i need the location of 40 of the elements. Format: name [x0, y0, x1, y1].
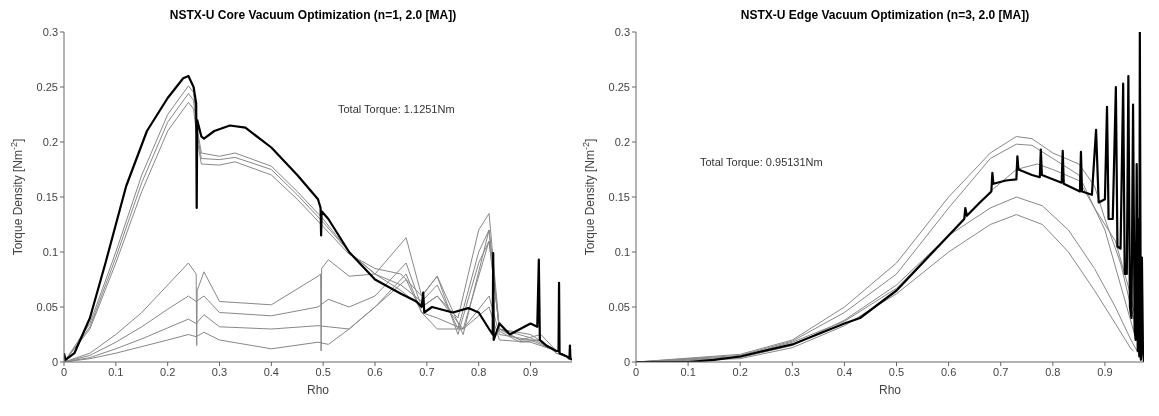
y-tick-label: 0	[623, 355, 630, 368]
x-tick-label: 0.3	[784, 365, 800, 378]
x-tick-label: 0.2	[732, 365, 748, 378]
y-tick-label: 0.3	[614, 25, 630, 38]
x-tick-label: 0.1	[680, 365, 696, 378]
x-tick-label: 0.7	[419, 365, 435, 378]
y-tick-label: 0.1	[42, 245, 58, 258]
x-tick-label: 0.2	[160, 365, 176, 378]
x-tick-label: 0.8	[471, 365, 487, 378]
x-tick-label: 0.4	[263, 365, 279, 378]
annotation: Total Torque: 1.1251Nm	[338, 103, 455, 115]
y-tick-label: 0	[51, 355, 58, 368]
y-tick-label: 0.2	[614, 135, 630, 148]
x-tick-label: 0.8	[1045, 365, 1061, 378]
x-tick-label: 0.3	[211, 365, 228, 378]
y-tick-label: 0.05	[36, 300, 58, 313]
x-tick-label: 0.7	[993, 365, 1009, 378]
y-tick-label: 0.25	[36, 80, 58, 93]
x-tick-label: 0.9	[522, 365, 539, 378]
y-tick-label: 0.15	[608, 190, 630, 203]
y-tick-label: 0.2	[42, 135, 58, 148]
y-tick-label: 0.05	[608, 300, 630, 313]
annotation: Total Torque: 0.95131Nm	[700, 156, 823, 168]
x-tick-label: 0.1	[108, 365, 124, 378]
x-tick-label: 0.6	[940, 365, 957, 378]
x-axis-title: Rho	[878, 383, 902, 397]
y-tick-label: 0.25	[608, 80, 630, 93]
x-tick-label: 0.4	[836, 365, 853, 378]
y-tick-label: 0.3	[42, 25, 58, 38]
y-tick-label: 0.15	[36, 190, 58, 203]
x-tick-label: 0.5	[315, 365, 331, 378]
x-tick-label: 0.6	[367, 365, 383, 378]
chart-title: NSTX-U Core Vacuum Optimization (n=1, 2.0 [MA])	[168, 8, 458, 24]
x-tick-label: 0	[632, 365, 640, 378]
y-tick-label: 0.1	[614, 245, 630, 258]
chart-title: NSTX-U Edge Vacuum Optimization (n=3, 2.0 [MA])	[739, 8, 1031, 24]
x-tick-label: 0	[60, 365, 68, 378]
x-tick-label: 0.9	[1097, 365, 1113, 378]
x-tick-label: 0.5	[888, 365, 905, 378]
x-axis-title: Rho	[306, 383, 330, 397]
